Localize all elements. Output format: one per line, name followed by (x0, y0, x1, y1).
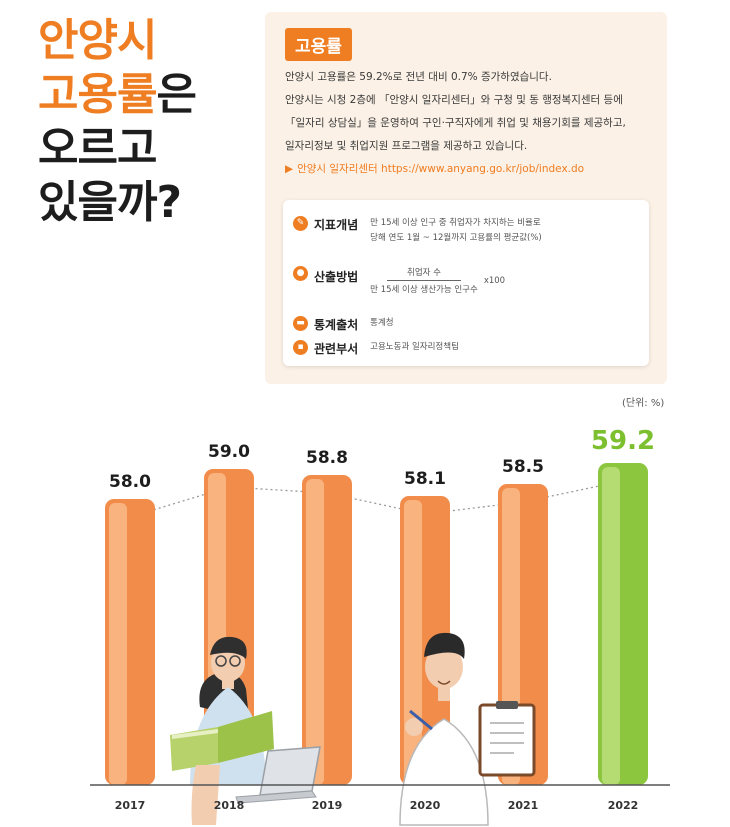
value-label-2020: 58.1 (404, 469, 446, 489)
statistics-icon: ▬ (293, 316, 308, 331)
bar-2022 (598, 463, 648, 785)
formula-numerator: 취업자 수 (387, 266, 461, 281)
x-tick-2020: 2020 (410, 799, 441, 812)
job-center-link[interactable]: ▶ 안양시 일자리센터 https://www.anyang.go.kr/job/… (285, 158, 655, 181)
play-arrow-icon: ▶ (285, 163, 294, 175)
department-value: 고용노동과 일자리정책팀 (370, 342, 459, 352)
info-box: 고용률 안양시 고용률은 59.2%로 전년 대비 0.7% 증가하였습니다. … (265, 12, 667, 384)
concept-line: 당해 연도 1월 ~ 12월까지 고용률의 평균값(%) (370, 233, 542, 243)
x-tick-2019: 2019 (312, 799, 343, 812)
concept-value: 만 15세 이상 인구 중 취업자가 차지하는 비율로 당해 연도 1월 ~ 1… (370, 216, 542, 246)
method-label: 산출방법 (314, 270, 359, 284)
headline-line3: 오르고 (38, 123, 157, 174)
info-paragraph-line: 일자리정보 및 취업지원 프로그램을 제공하고 있습니다. (285, 140, 528, 152)
man-with-clipboard-icon (399, 632, 536, 826)
source-value: 통계청 (370, 318, 394, 328)
building-icon: ▪ (293, 340, 308, 355)
woman-reading-book-icon (170, 636, 274, 825)
department-label: 관련부서 (314, 342, 359, 356)
formula-multiplier: x100 (483, 275, 506, 286)
concept-label: 지표개념 (314, 218, 359, 232)
info-paragraph-line: 안양시 고용률은 59.2%로 전년 대비 0.7% 증가하였습니다. (285, 71, 552, 83)
info-tag: 고용률 (285, 28, 352, 61)
x-tick-labels: 2017 2018 2019 2020 2021 2022 (90, 784, 670, 812)
concept-row: ✎ 지표개념 만 15세 이상 인구 중 취업자가 차지하는 비율로 당해 연도… (293, 216, 542, 246)
formula-denominator: 만 15세 이상 생산가능 인구수 (370, 285, 478, 295)
bar-2019 (302, 475, 352, 785)
calculator-icon: ● (293, 266, 308, 281)
headline-particle: 은 (156, 69, 196, 120)
headline-line4: 있을까? (38, 177, 182, 228)
illustrations (170, 632, 536, 826)
pencil-icon: ✎ (293, 216, 308, 231)
headline: 안양시 고용률은 오르고 있을까? (38, 14, 197, 230)
source-label: 통계출처 (314, 318, 359, 332)
value-label-2017: 58.0 (109, 472, 151, 492)
x-tick-2018: 2018 (214, 799, 245, 812)
formula-fraction: 취업자 수 만 15세 이상 생산가능 인구수 (370, 266, 478, 295)
department-row: ▪ 관련부서 고용노동과 일자리정책팀 (293, 340, 459, 357)
x-tick-2017: 2017 (115, 799, 146, 812)
info-paragraph-line: 「일자리 상담실」을 운영하여 구인·구직자에게 취업 및 채용기회를 제공하고… (285, 117, 626, 129)
headline-keyword: 고용률 (38, 69, 157, 120)
info-paragraph-line: 안양시는 시청 2층에 「안양시 일자리센터」와 구청 및 동 행정복지센터 등… (285, 94, 623, 106)
employment-rate-bar-chart: 58.0 59.0 58.8 58.1 58.5 59.2 2017 2018 2019 202… (90, 426, 670, 826)
source-row: ▬ 통계출처 통계청 (293, 316, 394, 333)
laptop-icon (235, 746, 321, 804)
job-center-link-url: https://www.anyang.go.kr/job/index.do (381, 163, 585, 175)
x-tick-2022: 2022 (608, 799, 639, 812)
value-label-2018: 59.0 (208, 442, 250, 462)
concept-line: 만 15세 이상 인구 중 취업자가 차지하는 비율로 (370, 218, 541, 228)
value-labels: 58.0 59.0 58.8 58.1 58.5 59.2 (109, 426, 655, 492)
method-row: ● 산출방법 취업자 수 만 15세 이상 생산가능 인구수 x100 (293, 266, 505, 295)
headline-line2: 고용률은 (38, 68, 197, 122)
value-label-2019: 58.8 (306, 448, 348, 468)
value-label-2022: 59.2 (591, 426, 655, 456)
x-tick-2021: 2021 (508, 799, 539, 812)
trend-dotted-line (129, 480, 624, 518)
value-label-2021: 58.5 (502, 457, 544, 477)
trend-line (129, 480, 624, 518)
unit-label: (단위: %) (622, 398, 665, 409)
info-description: 안양시 고용률은 59.2%로 전년 대비 0.7% 증가하였습니다. 안양시는… (285, 66, 655, 181)
bar-2017 (105, 499, 155, 785)
job-center-link-label: 안양시 일자리센터 (297, 163, 378, 175)
definition-card: ✎ 지표개념 만 15세 이상 인구 중 취업자가 차지하는 비율로 당해 연도… (283, 200, 649, 366)
headline-line1: 안양시 (38, 15, 157, 66)
